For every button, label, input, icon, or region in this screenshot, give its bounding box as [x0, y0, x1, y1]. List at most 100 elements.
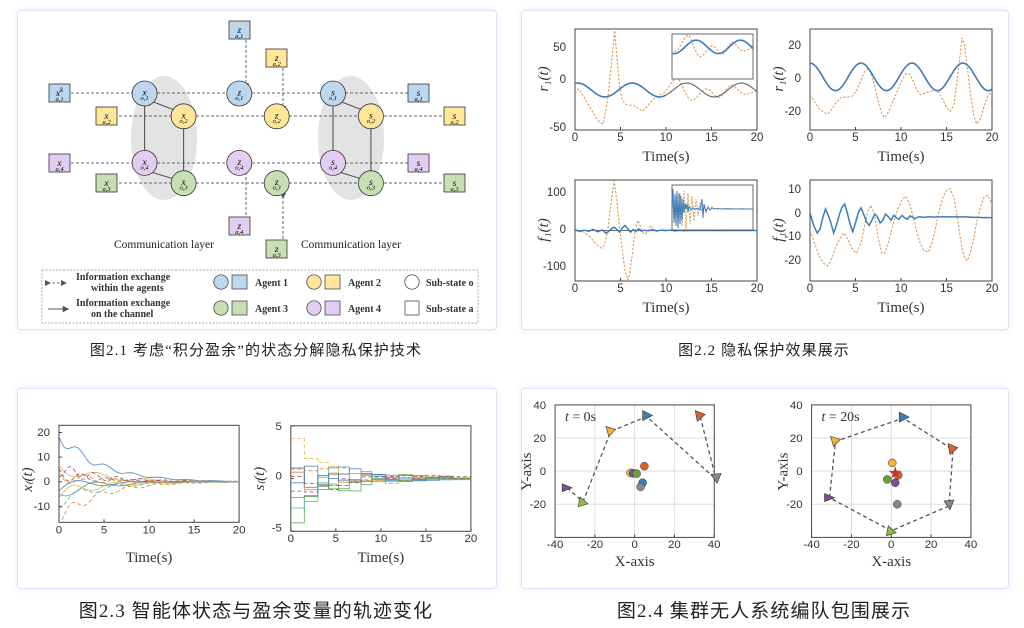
svg-text:5: 5	[333, 533, 339, 545]
svg-text:40: 40	[533, 400, 546, 412]
svg-text:10: 10	[895, 283, 908, 295]
svg-text:r₁(t): r₁(t)	[536, 66, 552, 91]
svg-text:Communication layer: Communication layer	[114, 239, 214, 251]
svg-text:0: 0	[276, 471, 282, 483]
svg-text:Sub-state o: Sub-state o	[426, 278, 474, 289]
svg-text:o,1: o,1	[329, 95, 337, 102]
svg-text:o,4: o,4	[329, 164, 338, 171]
svg-text:15: 15	[188, 524, 201, 536]
svg-text:a,2: a,2	[273, 61, 282, 68]
svg-text:20: 20	[751, 283, 764, 295]
svg-text:Agent 1: Agent 1	[255, 278, 288, 289]
svg-text:o,2: o,2	[367, 118, 376, 125]
svg-text:20: 20	[668, 539, 681, 551]
svg-text:-20: -20	[786, 499, 803, 511]
svg-text:a,4: a,4	[235, 229, 244, 236]
svg-text:20: 20	[233, 524, 246, 536]
svg-text:0: 0	[560, 224, 566, 236]
svg-text:o,1: o,1	[141, 95, 149, 102]
svg-text:Time(s): Time(s)	[878, 149, 925, 165]
svg-text:0: 0	[796, 466, 802, 478]
svg-text:-100: -100	[543, 261, 566, 273]
svg-text:o,2: o,2	[180, 118, 189, 125]
svg-text:20: 20	[465, 533, 478, 545]
svg-text:10: 10	[660, 283, 673, 295]
svg-text:10: 10	[660, 132, 673, 144]
svg-text:0: 0	[795, 73, 801, 85]
svg-text:0: 0	[44, 476, 50, 488]
svg-text:-50: -50	[549, 122, 566, 134]
svg-text:5: 5	[852, 132, 858, 144]
svg-text:X-axis: X-axis	[871, 554, 911, 570]
svg-text:Agent 3: Agent 3	[255, 304, 288, 315]
svg-text:o,2: o,2	[273, 118, 282, 125]
svg-text:10: 10	[788, 184, 801, 196]
svg-text:Y-axis: Y-axis	[519, 452, 535, 490]
svg-text:Agent 2: Agent 2	[348, 278, 381, 289]
svg-text:0: 0	[288, 533, 294, 545]
svg-text:-20: -20	[530, 499, 547, 511]
svg-text:o,4: o,4	[235, 164, 244, 171]
svg-text:a,1: a,1	[55, 96, 63, 103]
svg-text:s₍(t): s₍(t)	[252, 467, 268, 491]
svg-text:-20: -20	[784, 255, 801, 267]
svg-text:0: 0	[56, 524, 62, 536]
svg-text:a,1: a,1	[414, 96, 422, 103]
svg-text:15: 15	[420, 533, 433, 545]
svg-text:5: 5	[101, 524, 107, 536]
svg-text:20: 20	[533, 433, 546, 445]
svg-text:on the channel: on the channel	[91, 309, 153, 320]
svg-text:15: 15	[705, 283, 718, 295]
svg-text:40: 40	[790, 400, 803, 412]
svg-text:15: 15	[940, 283, 953, 295]
svg-text:t = 0s: t = 0s	[565, 410, 596, 425]
svg-text:10: 10	[143, 524, 156, 536]
svg-text:0: 0	[540, 466, 546, 478]
svg-text:0: 0	[631, 539, 637, 551]
svg-text:a,3: a,3	[273, 252, 282, 259]
svg-text:5: 5	[276, 421, 282, 433]
svg-text:20: 20	[37, 427, 50, 439]
svg-text:x₍(t): x₍(t)	[20, 467, 36, 492]
svg-text:a,3: a,3	[450, 186, 459, 193]
svg-text:0: 0	[560, 74, 566, 86]
svg-text:Time(s): Time(s)	[878, 300, 925, 316]
svg-text:0: 0	[807, 132, 813, 144]
svg-text:50: 50	[553, 42, 566, 54]
svg-text:20: 20	[788, 40, 801, 52]
svg-text:a,2: a,2	[102, 119, 111, 126]
svg-text:a,2: a,2	[450, 119, 459, 126]
svg-text:-20: -20	[784, 106, 801, 118]
svg-text:Time(s): Time(s)	[358, 550, 405, 566]
svg-text:r₁(t): r₁(t)	[771, 66, 787, 91]
svg-text:a,1: a,1	[235, 33, 243, 40]
svg-text:20: 20	[751, 132, 764, 144]
svg-text:40: 40	[965, 539, 978, 551]
svg-text:f₁(t): f₁(t)	[536, 218, 552, 242]
svg-text:5: 5	[852, 283, 858, 295]
svg-text:15: 15	[940, 132, 953, 144]
svg-text:20: 20	[925, 539, 938, 551]
svg-text:20: 20	[790, 433, 803, 445]
svg-text:o,3: o,3	[273, 185, 282, 192]
svg-text:10: 10	[37, 452, 50, 464]
svg-text:100: 100	[547, 187, 566, 199]
svg-text:-20: -20	[587, 539, 604, 551]
svg-text:t = 20s: t = 20s	[822, 410, 860, 425]
svg-text:within the agents: within the agents	[91, 283, 164, 294]
svg-text:0: 0	[572, 132, 578, 144]
svg-text:o,4: o,4	[141, 164, 150, 171]
svg-text:20: 20	[986, 283, 999, 295]
svg-text:f₁(t): f₁(t)	[771, 218, 787, 242]
svg-text:a,3: a,3	[102, 186, 111, 193]
svg-text:10: 10	[375, 533, 388, 545]
svg-text:a,4: a,4	[414, 166, 423, 173]
svg-text:o,3: o,3	[367, 185, 376, 192]
svg-text:Time(s): Time(s)	[643, 300, 690, 316]
svg-text:Time(s): Time(s)	[126, 550, 173, 566]
svg-text:Agent 4: Agent 4	[348, 304, 381, 315]
svg-text:a,4: a,4	[55, 166, 64, 173]
svg-text:-40: -40	[547, 539, 564, 551]
svg-text:5: 5	[617, 132, 623, 144]
svg-text:Information exchange: Information exchange	[76, 298, 171, 309]
